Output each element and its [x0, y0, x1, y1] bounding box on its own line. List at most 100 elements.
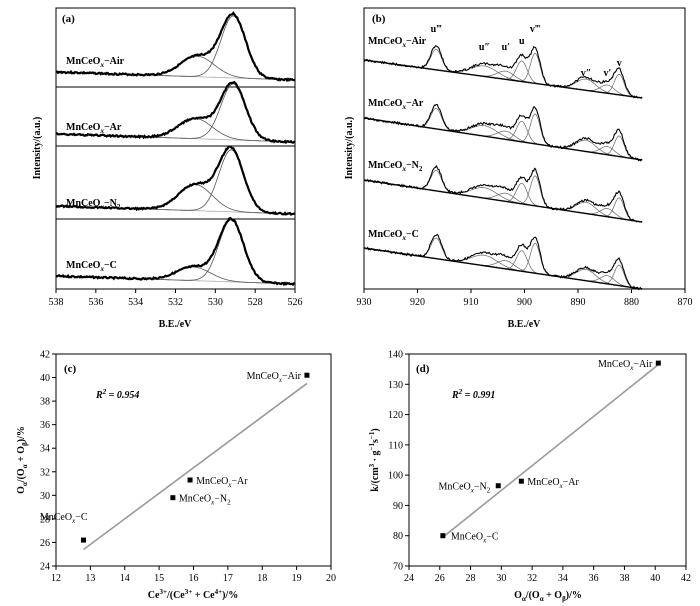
- panel-c-point-label: MnCeOx−Ar: [196, 476, 248, 489]
- panel-d-ytick-label: 80: [393, 531, 403, 542]
- panel-a-spectrum-line: [55, 11, 296, 83]
- panel-a-xtick-label: 532: [168, 297, 183, 308]
- panel-d-xtick-label: 36: [589, 573, 599, 584]
- panel-b-peak-label: v: [617, 58, 622, 69]
- panel-c-label: (c): [64, 363, 77, 375]
- panel-d-ytick-label: 110: [388, 440, 403, 451]
- panel-b-background-line: [363, 179, 643, 223]
- panel-b-background-line: [363, 247, 643, 290]
- panel-b-xtick-label: 890: [571, 297, 586, 308]
- panel-c-point-label: MnCeOx−Air: [247, 371, 302, 384]
- panel-b-component-peak: [547, 201, 625, 220]
- panel-d-xtick-label: 34: [558, 573, 568, 584]
- panel-b-component-peak: [547, 139, 625, 158]
- panel-a-frame: [55, 7, 296, 290]
- panel-d-xtick-label: 30: [496, 573, 506, 584]
- panel-c-point: [304, 372, 310, 378]
- panel-b-xtick-label: 930: [357, 297, 372, 308]
- panel-c-xtick-label: 17: [223, 573, 233, 584]
- panel-d-ylabel: k/(cm3 · g−1s−1): [368, 428, 381, 492]
- panel-c-r2: R2 = 0.954: [95, 388, 139, 401]
- panel-c-point: [170, 495, 176, 501]
- panel-c-ytick-label: 26: [40, 538, 50, 549]
- panel-a-xtick-label: 526: [288, 297, 303, 308]
- panel-a-peak-o-alpha: [56, 15, 295, 81]
- panel-d-xtick-label: 28: [466, 573, 476, 584]
- panel-d-xtick-label: 38: [619, 573, 629, 584]
- panel-b-spectrum-line: [363, 45, 643, 99]
- panel-a-xtick-label: 534: [128, 297, 143, 308]
- panel-b-xtick-label: 920: [410, 297, 425, 308]
- panel-d-ytick-label: 120: [388, 410, 403, 421]
- panel-c-xtick-label: 13: [85, 573, 95, 584]
- panel-d-point: [655, 360, 661, 366]
- panel-d-point: [495, 483, 501, 489]
- panel-d-label: (d): [416, 363, 430, 375]
- panel-b-xtick-label: 910: [464, 297, 479, 308]
- panel-b-series-label: MnCeOx−N2: [368, 160, 423, 173]
- panel-c-ytick-label: 28: [40, 514, 50, 525]
- panel-d-point-label: MnCeOx−Air: [598, 359, 653, 372]
- panel-d-r2: R2 = 0.991: [451, 388, 495, 401]
- panel-a-series-label: MnCeOx−Ar: [66, 122, 122, 135]
- panel-b-xtick-label: 880: [624, 297, 639, 308]
- panel-d-fit-line: [442, 363, 659, 538]
- panel-c-scatter: (c) R2 = 0.954 12 13 14 15 16 17 18 19 20 24 26 28 3…: [16, 350, 336, 602]
- panel-a-ylabel: Intensity/(a.u.): [32, 117, 43, 180]
- panel-a-series-label: MnCeOx−Air: [66, 56, 125, 69]
- panel-a-label: (a): [62, 13, 75, 25]
- panel-d-xtick-label: 32: [527, 573, 537, 584]
- panel-d-ytick-label: 140: [388, 350, 403, 361]
- panel-c-point: [187, 477, 193, 483]
- panel-c-point: [81, 537, 86, 543]
- panel-d-xtick-label: 26: [435, 573, 445, 584]
- panel-b-peak-label: u‴: [431, 24, 443, 35]
- panel-d-frame: [408, 353, 687, 567]
- panel-a-xlabel: B.E./eV: [159, 319, 193, 330]
- panel-b-peak-label: v″: [581, 68, 592, 79]
- panel-d-scatter: (d) R2 = 0.991 24 26 28 30 32 34 36 38 40 42 70 80 9…: [368, 350, 691, 604]
- panel-a-xtick-label: 536: [88, 297, 103, 308]
- panel-b-spectrum-line: [363, 233, 643, 291]
- panel-c-ytick-label: 42: [40, 350, 50, 361]
- panel-c-point-label: MnCeOx−N2: [179, 494, 231, 507]
- panel-d-r2-value: 0.991: [473, 390, 496, 401]
- panel-b-peak-label: u″: [479, 42, 490, 53]
- panel-b-peak-label: u′: [502, 42, 511, 53]
- panel-c-ytick-label: 38: [40, 397, 50, 408]
- panel-b-ylabel: Intensity/(a.u.): [344, 117, 355, 180]
- panel-a-xtick-label: 538: [49, 297, 64, 308]
- panel-d-xlabel: Oα/(Oα + Oβ)/%: [514, 590, 582, 603]
- panel-c-xtick-label: 20: [326, 573, 336, 584]
- panel-c-xtick-label: 15: [154, 573, 164, 584]
- panel-c-xtick-label: 16: [189, 573, 199, 584]
- panel-c-ytick-label: 30: [40, 491, 50, 502]
- panel-c-xtick-label: 18: [257, 573, 267, 584]
- panel-d-ytick-label: 100: [388, 471, 403, 482]
- panel-d-xtick-label: 40: [650, 573, 660, 584]
- panel-b-component-peak: [547, 269, 625, 287]
- panel-c-ytick-label: 36: [40, 420, 50, 431]
- panel-b-xtick-label: 900: [517, 297, 532, 308]
- panel-a-spectrum-line: [55, 145, 296, 216]
- panel-a-xps-o1s: (a) MnCeOx−Air MnCeOx−Ar MnCeOx−N2 MnCeOx−C…: [32, 7, 303, 330]
- panel-b-peak-label: v‴: [530, 24, 541, 35]
- panel-c-xtick-label: 19: [292, 573, 302, 584]
- panel-c-xlabel: Ce3+/(Ce3+ + Ce4+)/%: [148, 588, 238, 601]
- panel-d-ytick-label: 90: [393, 501, 403, 512]
- panel-b-series-label: MnCeOx−Ar: [368, 98, 424, 111]
- panel-c-fit-line: [83, 382, 308, 551]
- panel-b-spectrum-line: [363, 103, 643, 162]
- panel-a-spectrum-line: [55, 216, 296, 287]
- panel-d-point: [518, 478, 524, 484]
- panel-d-ytick-label: 130: [388, 380, 403, 391]
- panel-b-component-peak: [599, 264, 639, 289]
- panel-b-peak-label: v′: [604, 68, 612, 79]
- panel-c-point-label: MnCeOx−C: [40, 512, 88, 525]
- panel-c-ylabel: Oα/(Oα + Oβ)/%: [16, 426, 29, 494]
- panel-b-xps-ce3d: (b) MnCeOx−Air MnCeOx−Ar MnCeOx−N2 MnCeOx−C…: [344, 7, 693, 330]
- panel-d-point-label: MnCeOx−N2: [439, 482, 491, 495]
- panel-a-series-label: MnCeOx−N2: [66, 198, 121, 211]
- panel-b-spectrum-line: [363, 164, 643, 223]
- panel-c-xtick-label: 12: [51, 573, 61, 584]
